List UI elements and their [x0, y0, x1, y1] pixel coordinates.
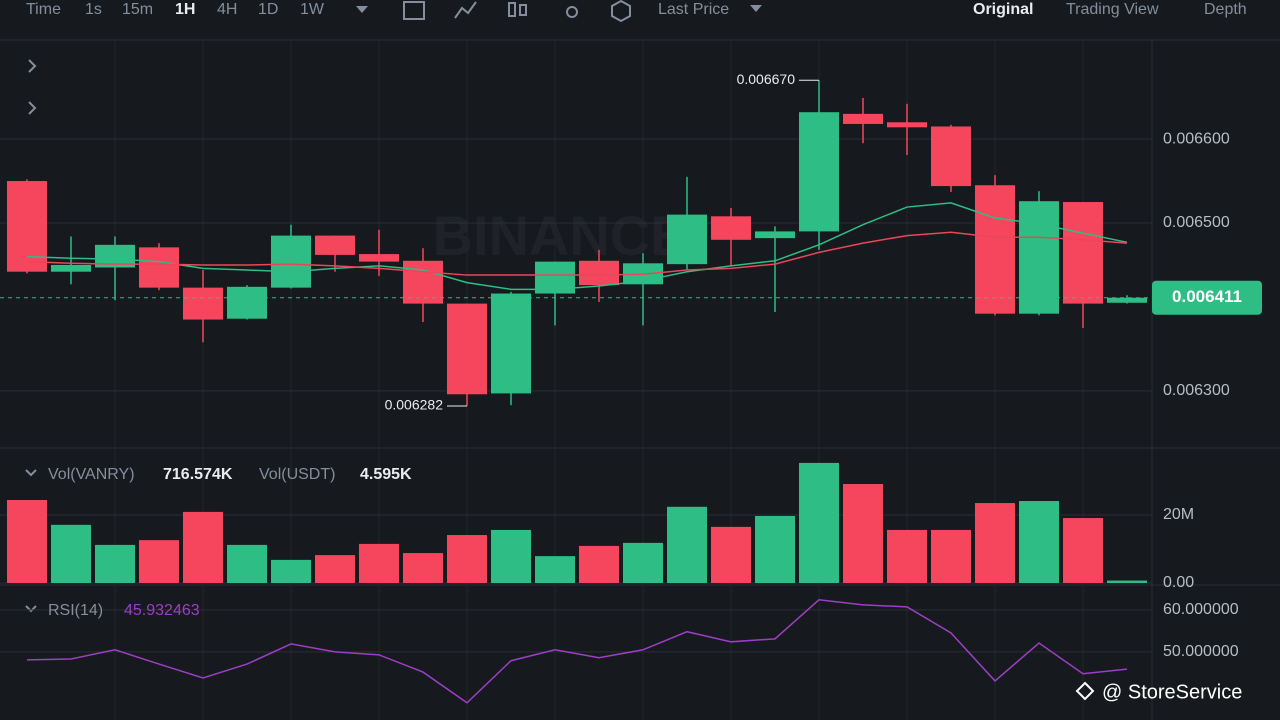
candle-body: [183, 287, 223, 320]
legend-label: Vol(USDT): [259, 466, 335, 483]
candle-body: [95, 244, 135, 268]
interval-tab[interactable]: 1H: [175, 1, 195, 18]
candle-body: [975, 185, 1015, 314]
indicator-icon[interactable]: [403, 1, 425, 20]
rsi-line: [26, 598, 1128, 704]
candle-icon[interactable]: [508, 2, 516, 17]
expand-icon[interactable]: [28, 101, 37, 115]
interval-tab[interactable]: 1D: [258, 1, 278, 18]
volume-bar: [887, 529, 927, 583]
volume-bar: [799, 462, 839, 583]
volume-bar: [975, 503, 1015, 583]
credit-icon: [1075, 681, 1095, 701]
candle-body: [711, 216, 751, 240]
rsi-label: RSI(14): [48, 602, 103, 619]
volume-bar: [535, 556, 575, 583]
candle-body: [1063, 202, 1103, 304]
collapse-icon[interactable]: [25, 469, 37, 477]
candle-body: [359, 254, 399, 262]
volume-bar: [7, 500, 47, 583]
interval-tab[interactable]: 1W: [300, 1, 325, 18]
candle-body: [315, 235, 355, 255]
candle-body: [931, 126, 971, 187]
view-tab[interactable]: Trading View: [1066, 1, 1159, 18]
y-tick-label: 0.00: [1163, 574, 1194, 591]
y-tick-label: 50.000000: [1163, 643, 1239, 660]
volume-bar: [755, 515, 795, 583]
candle-body: [1019, 201, 1059, 314]
watermark: BINANCE: [432, 204, 687, 267]
volume-bar: [1063, 518, 1103, 583]
candle-body: [843, 113, 883, 124]
candle-body: [139, 247, 179, 288]
rsi-value: 45.932463: [124, 602, 200, 619]
high-label: 0.006670: [737, 71, 796, 87]
candle-icon[interactable]: [519, 4, 527, 16]
candle-body: [667, 214, 707, 265]
y-tick-label: 20M: [1163, 506, 1194, 523]
volume-bar: [1019, 501, 1059, 583]
interval-tab[interactable]: 1s: [85, 1, 102, 18]
hex-icon[interactable]: [611, 0, 631, 23]
volume-bar: [667, 506, 707, 583]
volume-bar: [491, 529, 531, 583]
candle-body: [887, 122, 927, 128]
ma-line: [26, 231, 1128, 276]
view-tab[interactable]: Depth: [1204, 1, 1247, 18]
volume-bar: [271, 559, 311, 583]
dropdown-icon[interactable]: [750, 5, 762, 12]
interval-tab[interactable]: 4H: [217, 1, 237, 18]
volume-bar: [95, 544, 135, 583]
volume-bar: [183, 511, 223, 583]
ma-line: [26, 202, 1128, 291]
last-price-label: 0.006411: [1172, 287, 1242, 306]
y-tick-label: 60.000000: [1163, 601, 1239, 618]
candle-body: [271, 235, 311, 288]
candle-body: [491, 293, 531, 394]
volume-bar: [447, 535, 487, 583]
volume-bar: [623, 542, 663, 583]
legend-value: 716.574K: [163, 466, 233, 483]
low-label: 0.006282: [385, 397, 444, 413]
expand-icon[interactable]: [28, 59, 37, 73]
volume-bar: [359, 543, 399, 583]
volume-bar: [51, 524, 91, 583]
candle-body: [403, 260, 443, 304]
volume-bar: [843, 484, 883, 583]
interval-tab[interactable]: 15m: [122, 1, 153, 18]
volume-bar: [227, 544, 267, 583]
candle-body: [799, 112, 839, 232]
y-tick-label: 0.006300: [1163, 382, 1230, 399]
legend-value: 4.595K: [360, 466, 412, 483]
candle-body: [579, 260, 619, 286]
dropdown-icon[interactable]: [356, 6, 368, 13]
legend-label: Vol(VANRY): [48, 466, 135, 483]
candle-body: [227, 286, 267, 319]
y-tick-label: 0.006600: [1163, 130, 1230, 147]
candle-body: [755, 231, 795, 239]
volume-bar: [315, 555, 355, 583]
candle-body: [51, 264, 91, 272]
collapse-icon[interactable]: [25, 605, 37, 613]
y-tick-label: 0.006500: [1163, 214, 1230, 231]
candle-body: [447, 303, 487, 395]
view-tab[interactable]: Original: [973, 1, 1033, 18]
volume-bar: [579, 545, 619, 583]
volume-bar: [139, 540, 179, 583]
interval-tab[interactable]: Time: [26, 1, 61, 18]
volume-bar: [931, 529, 971, 583]
credit: @ StoreService: [1102, 681, 1242, 703]
line-icon[interactable]: [454, 1, 477, 19]
price-type[interactable]: Last Price: [658, 1, 729, 18]
last-price-box: [1152, 280, 1262, 315]
candle-body: [1107, 297, 1147, 303]
volume-bar: [403, 553, 443, 583]
volume-bar: [711, 526, 751, 583]
volume-bar: [1107, 580, 1147, 583]
candle-body: [7, 181, 47, 272]
settings-icon[interactable]: [566, 6, 578, 18]
